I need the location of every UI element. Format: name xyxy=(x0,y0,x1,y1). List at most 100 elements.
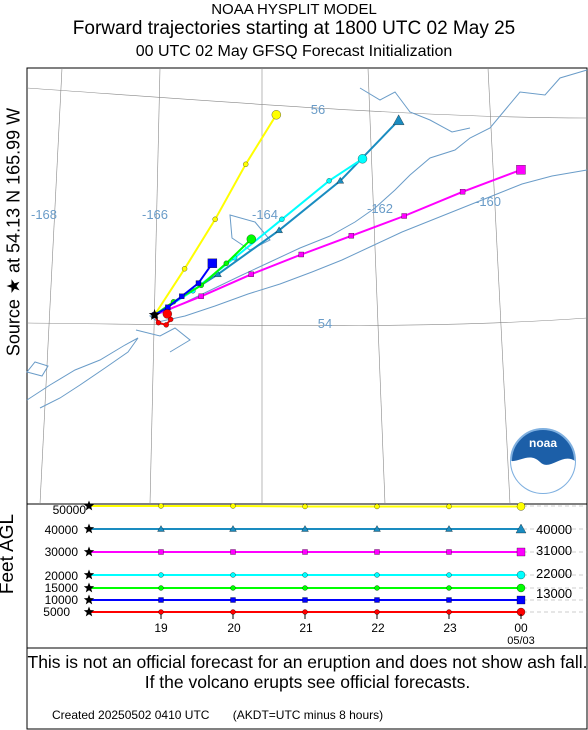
height-point xyxy=(302,572,308,578)
trajectory-point-30000 xyxy=(348,233,355,239)
right-label-22000: 22000 xyxy=(536,566,572,581)
height-source-star xyxy=(83,523,95,534)
trajectory-layer xyxy=(148,110,526,328)
trajectory-point-10000 xyxy=(165,304,171,310)
trajectory-point-30000 xyxy=(248,271,254,277)
height-point xyxy=(516,583,526,593)
height-point xyxy=(158,609,164,615)
height-point xyxy=(374,572,380,578)
height-point xyxy=(302,609,308,615)
height-source-star xyxy=(83,582,95,593)
height-point xyxy=(515,523,527,534)
trajectory-point-20000 xyxy=(326,178,332,184)
trajectory-point-15000 xyxy=(223,260,229,266)
height-point xyxy=(230,572,236,578)
x-date-label: 05/03 xyxy=(507,635,535,647)
height-source-star xyxy=(83,594,95,605)
trajectory-point-50000 xyxy=(181,266,188,272)
aleutian-coastline xyxy=(26,337,139,409)
trajectory-point-30000 xyxy=(516,165,526,175)
trajectory-point-40000 xyxy=(275,226,283,233)
source-star-marker xyxy=(148,309,161,320)
height-point xyxy=(230,503,236,509)
longitude-line xyxy=(487,67,511,505)
height-point xyxy=(302,597,308,603)
height-point xyxy=(446,503,452,510)
latitude-line-54 xyxy=(26,317,588,327)
chart-subtitle: 00 UTC 02 May GFSQ Forecast Initializati… xyxy=(135,43,453,60)
height-point xyxy=(516,502,526,511)
height-point xyxy=(373,525,381,532)
height-point xyxy=(158,549,164,555)
trajectory-point-40000 xyxy=(336,177,345,184)
map-layer: -168 -166 -164 -162 -160 56 54 xyxy=(26,67,588,505)
lon-label-168: -168 xyxy=(31,207,57,222)
trajectory-point-10000 xyxy=(207,258,218,268)
trajectory-point-20000 xyxy=(279,216,285,222)
trajectory-point-10000 xyxy=(195,280,202,286)
height-point xyxy=(158,572,164,578)
left-label-40000: 40000 xyxy=(45,523,79,537)
x-tick-23: 23 xyxy=(443,621,457,635)
left-label-30000: 30000 xyxy=(45,545,79,559)
height-point xyxy=(301,525,309,532)
source-location-label: Source ★ at 54.13 N 165.99 W xyxy=(3,107,24,357)
x-tick-20: 20 xyxy=(227,621,241,635)
height-point xyxy=(374,503,380,510)
x-tick-21: 21 xyxy=(299,621,313,635)
height-point xyxy=(302,549,308,555)
height-point xyxy=(446,609,452,615)
height-point xyxy=(230,585,236,591)
trajectory-point-30000 xyxy=(401,213,407,219)
coastline-north xyxy=(359,87,471,133)
trajectory-point-30000 xyxy=(459,189,466,195)
left-label-5000: 5000 xyxy=(43,605,70,619)
height-source-star xyxy=(83,606,95,617)
longitude-line xyxy=(149,67,161,505)
height-point xyxy=(446,597,452,603)
height-point xyxy=(230,609,236,615)
height-point xyxy=(229,525,237,532)
y-axis-label: Feet AGL xyxy=(0,513,18,595)
height-source-star xyxy=(83,546,95,557)
left-label-15000: 15000 xyxy=(45,581,79,595)
map-frame xyxy=(26,67,588,505)
height-point xyxy=(446,585,452,591)
height-point xyxy=(516,595,526,605)
height-point xyxy=(302,585,308,591)
trajectory-point-30000 xyxy=(198,293,204,299)
trajectory-point-30000 xyxy=(298,251,304,258)
height-point xyxy=(374,549,380,555)
height-point xyxy=(446,572,452,578)
disclaimer-frame xyxy=(26,647,588,730)
trajectory-point-50000 xyxy=(212,216,218,222)
noaa-logo-text: noaa xyxy=(529,436,557,450)
height-point xyxy=(374,609,380,615)
lat-label-54: 54 xyxy=(318,316,332,331)
disclaimer-text: This is not an official forecast for an … xyxy=(27,652,588,692)
right-label-31000: 31000 xyxy=(536,543,572,558)
trajectory-point-20000 xyxy=(357,154,368,164)
trajectory-point-50000 xyxy=(243,161,249,167)
height-point xyxy=(374,597,380,603)
height-point xyxy=(445,525,453,532)
height-point xyxy=(446,549,452,555)
trajectory-point-40000 xyxy=(392,114,405,125)
longitude-line xyxy=(367,67,386,505)
height-point xyxy=(158,597,164,603)
height-point xyxy=(302,503,308,510)
height-point xyxy=(516,570,526,580)
trajectory-line-30000 xyxy=(154,168,522,316)
height-source-star xyxy=(83,569,95,580)
altitude-panel-layer xyxy=(83,500,587,619)
model-title: NOAA HYSPLIT MODEL xyxy=(211,1,377,18)
chart-title: Forward trajectories starting at 1800 UT… xyxy=(72,18,516,39)
lon-label-162: -162 xyxy=(367,201,393,216)
height-point xyxy=(158,503,164,509)
right-label-40000: 40000 xyxy=(536,522,572,537)
height-point xyxy=(230,549,236,555)
left-label-20000: 20000 xyxy=(45,569,79,583)
height-point xyxy=(374,585,380,591)
x-tick-19: 19 xyxy=(154,621,168,635)
